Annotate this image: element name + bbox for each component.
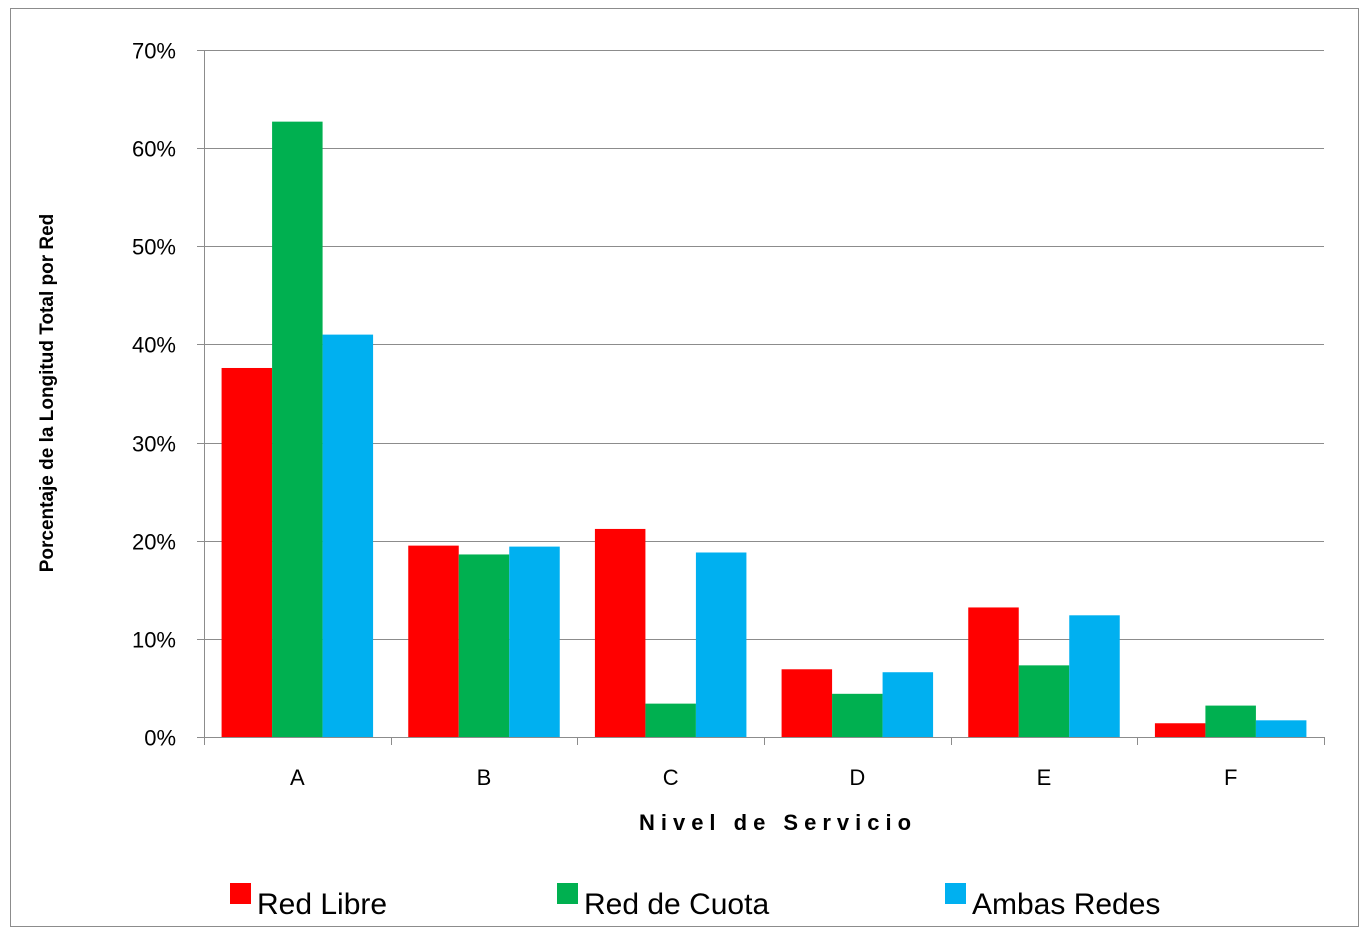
bar-ambas-redes-c (695, 552, 747, 737)
y-tick-label: 60% (132, 137, 176, 162)
bar-red-libre-d (781, 669, 833, 737)
legend-swatch (230, 883, 251, 904)
legend-label: Red Libre (257, 888, 387, 921)
bar-red-libre-c (594, 528, 646, 737)
bar-ambas-redes-f (1255, 720, 1307, 737)
y-tick-label: 10% (132, 628, 176, 653)
bar-red-de-cuota-b (458, 554, 510, 737)
x-tick-label: A (290, 765, 305, 790)
legend-item: Ambas Redes (945, 883, 1160, 921)
bar-red-de-cuota-f (1205, 705, 1256, 737)
bar-red-libre-b (408, 545, 459, 737)
bar-red-libre-e (968, 607, 1019, 737)
x-tick-label: C (663, 765, 679, 790)
bar-red-de-cuota-a (272, 121, 323, 737)
x-tick-label: D (849, 765, 865, 790)
bar-red-de-cuota-d (832, 693, 883, 737)
legend-swatch (557, 883, 578, 904)
bar-red-libre-a (221, 367, 273, 737)
bars (221, 121, 1307, 737)
legend-item: Red de Cuota (557, 883, 769, 921)
gridlines (204, 50, 1324, 640)
x-tick-label: F (1224, 765, 1237, 790)
x-tick-label: B (477, 765, 492, 790)
y-axis-title: Porcentaje de la Longitud Total por Red (37, 214, 58, 573)
bar-ambas-redes-a (322, 334, 374, 737)
y-tick-label: 70% (132, 39, 176, 64)
y-tick-label: 0% (144, 726, 176, 751)
x-axis-title: Nivel de Servicio (639, 810, 917, 835)
legend-label: Ambas Redes (972, 888, 1160, 921)
bar-ambas-redes-b (509, 546, 560, 737)
y-tick-label: 50% (132, 235, 176, 260)
y-tick-label: 30% (132, 432, 176, 457)
bar-red-libre-f (1154, 723, 1206, 737)
y-tick-label: 20% (132, 530, 176, 555)
bar-red-de-cuota-e (1018, 665, 1070, 737)
legend-swatch (945, 883, 966, 904)
y-tick-label: 40% (132, 333, 176, 358)
legend: Red Libre Red de Cuota Ambas Redes (230, 883, 1160, 921)
bar-ambas-redes-d (882, 672, 934, 737)
legend-item: Red Libre (230, 883, 387, 921)
bar-ambas-redes-e (1069, 615, 1120, 737)
axes: 0% 10% 20% 30% 40% 50% 60% 70% A B C D E F (132, 39, 1325, 790)
bar-red-de-cuota-c (645, 703, 696, 737)
x-tick-label: E (1037, 765, 1052, 790)
legend-label: Red de Cuota (584, 888, 769, 921)
